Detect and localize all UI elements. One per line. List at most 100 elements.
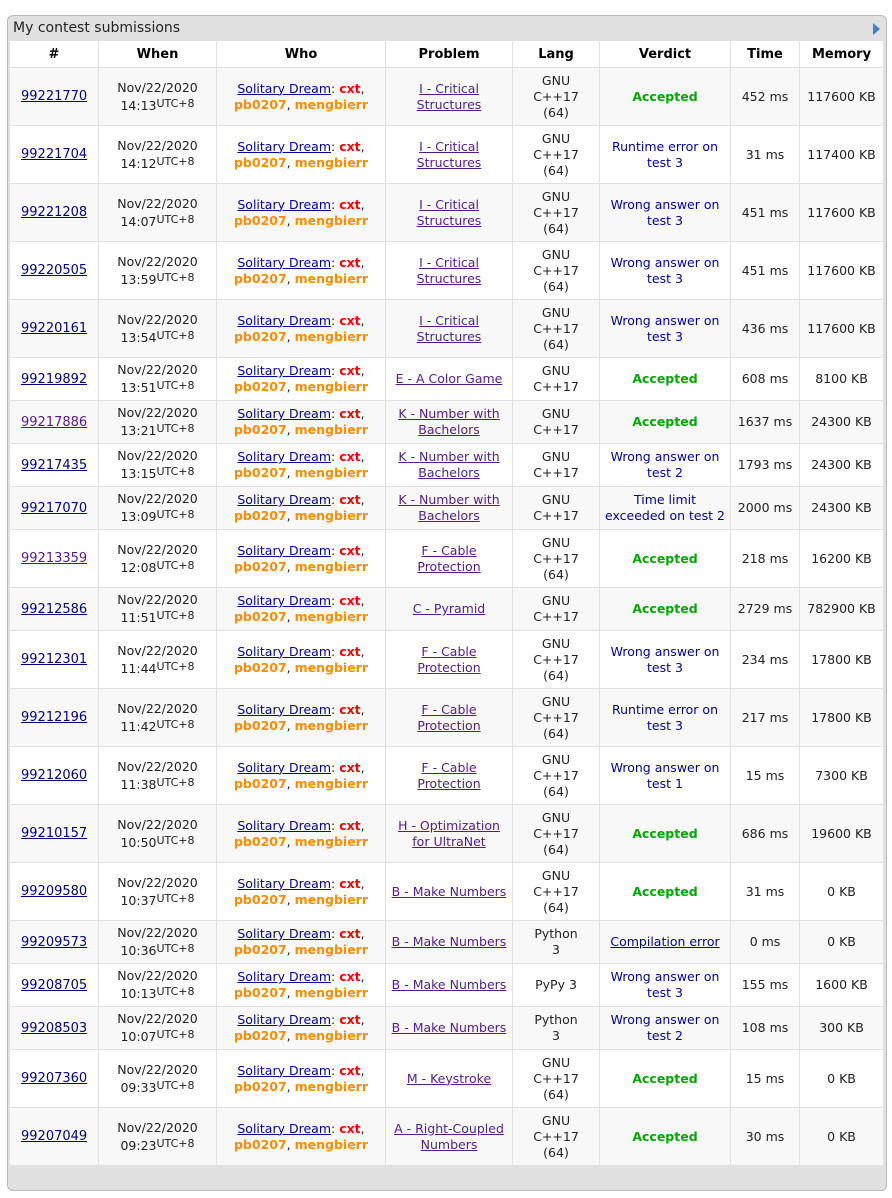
member-cxt[interactable]: cxt [339, 1062, 361, 1078]
problem-link[interactable]: I - Critical Structures [416, 80, 482, 112]
member-cxt[interactable]: cxt [339, 196, 361, 212]
team-link[interactable]: Solitary Dream [237, 254, 331, 270]
team-link[interactable]: Solitary Dream [237, 492, 331, 507]
member-mengbierr[interactable]: mengbierr [294, 328, 369, 344]
team-link[interactable]: Solitary Dream [237, 817, 331, 833]
expand-arrow-icon[interactable] [873, 23, 880, 35]
submission-id-link[interactable]: 99209573 [21, 934, 88, 950]
team-link[interactable]: Solitary Dream [237, 875, 331, 891]
member-mengbierr[interactable]: mengbierr [294, 379, 369, 394]
problem-link[interactable]: B - Make Numbers [391, 883, 507, 899]
member-cxt[interactable]: cxt [339, 312, 361, 328]
member-pb0207[interactable]: pb0207 [233, 1028, 287, 1043]
submission-id-link[interactable]: 99213359 [21, 551, 88, 566]
submission-id-link[interactable]: 99208705 [21, 977, 88, 993]
member-pb0207[interactable]: pb0207 [233, 154, 287, 170]
member-pb0207[interactable]: pb0207 [233, 422, 287, 437]
member-pb0207[interactable]: pb0207 [233, 985, 287, 1000]
member-mengbierr[interactable]: mengbierr [294, 270, 369, 286]
problem-link[interactable]: I - Critical Structures [416, 138, 482, 170]
team-link[interactable]: Solitary Dream [237, 542, 331, 558]
member-cxt[interactable]: cxt [339, 875, 361, 891]
member-pb0207[interactable]: pb0207 [233, 775, 287, 791]
member-cxt[interactable]: cxt [339, 449, 361, 464]
team-link[interactable]: Solitary Dream [237, 449, 331, 464]
problem-link[interactable]: K - Number with Bachelors [398, 406, 500, 437]
problem-link[interactable]: M - Keystroke [406, 1070, 492, 1086]
team-link[interactable]: Solitary Dream [237, 593, 331, 608]
member-mengbierr[interactable]: mengbierr [294, 942, 369, 957]
team-link[interactable]: Solitary Dream [237, 969, 331, 984]
submission-id-link[interactable]: 99212301 [21, 652, 88, 667]
team-link[interactable]: Solitary Dream [237, 196, 331, 212]
member-pb0207[interactable]: pb0207 [233, 891, 287, 907]
problem-link[interactable]: B - Make Numbers [391, 977, 507, 992]
team-link[interactable]: Solitary Dream [237, 643, 331, 659]
member-pb0207[interactable]: pb0207 [233, 212, 287, 228]
problem-link[interactable]: A - Right-Coupled Numbers [394, 1120, 504, 1152]
member-mengbierr[interactable]: mengbierr [294, 609, 369, 624]
member-cxt[interactable]: cxt [339, 138, 361, 154]
team-link[interactable]: Solitary Dream [237, 363, 331, 378]
team-link[interactable]: Solitary Dream [237, 1120, 331, 1136]
member-pb0207[interactable]: pb0207 [233, 609, 287, 624]
verdict-link[interactable]: Compilation error [610, 934, 720, 949]
member-cxt[interactable]: cxt [339, 254, 361, 270]
member-mengbierr[interactable]: mengbierr [294, 422, 369, 437]
member-cxt[interactable]: cxt [339, 1120, 361, 1136]
submission-id-link[interactable]: 99210157 [21, 826, 88, 841]
member-pb0207[interactable]: pb0207 [233, 465, 287, 480]
problem-link[interactable]: F - Cable Protection [417, 643, 481, 675]
submission-id-link[interactable]: 99219892 [21, 371, 88, 387]
submission-id-link[interactable]: 99209580 [21, 884, 88, 899]
member-mengbierr[interactable]: mengbierr [294, 154, 369, 170]
member-cxt[interactable]: cxt [339, 593, 361, 608]
problem-link[interactable]: B - Make Numbers [391, 934, 507, 949]
member-cxt[interactable]: cxt [339, 363, 361, 378]
member-pb0207[interactable]: pb0207 [233, 379, 287, 394]
problem-link[interactable]: F - Cable Protection [417, 759, 481, 791]
problem-link[interactable]: C - Pyramid [412, 601, 486, 616]
member-mengbierr[interactable]: mengbierr [294, 558, 369, 574]
member-cxt[interactable]: cxt [339, 759, 361, 775]
problem-link[interactable]: B - Make Numbers [391, 1020, 507, 1035]
member-cxt[interactable]: cxt [339, 492, 361, 507]
submission-id-link[interactable]: 99220505 [21, 263, 88, 278]
member-cxt[interactable]: cxt [339, 701, 361, 717]
team-link[interactable]: Solitary Dream [237, 759, 331, 775]
member-pb0207[interactable]: pb0207 [233, 558, 287, 574]
submission-id-link[interactable]: 99217886 [21, 414, 88, 430]
problem-link[interactable]: E - A Color Game [395, 371, 503, 386]
member-mengbierr[interactable]: mengbierr [294, 659, 369, 675]
submission-id-link[interactable]: 99221770 [21, 89, 88, 104]
member-mengbierr[interactable]: mengbierr [294, 775, 369, 791]
problem-link[interactable]: F - Cable Protection [417, 542, 481, 574]
team-link[interactable]: Solitary Dream [237, 406, 331, 421]
member-cxt[interactable]: cxt [339, 1012, 361, 1027]
member-pb0207[interactable]: pb0207 [233, 717, 287, 733]
problem-link[interactable]: I - Critical Structures [416, 254, 482, 286]
member-cxt[interactable]: cxt [339, 643, 361, 659]
submission-id-link[interactable]: 99212586 [21, 601, 88, 617]
member-mengbierr[interactable]: mengbierr [294, 465, 369, 480]
member-mengbierr[interactable]: mengbierr [294, 96, 369, 112]
member-mengbierr[interactable]: mengbierr [294, 1136, 369, 1152]
problem-link[interactable]: F - Cable Protection [417, 701, 481, 733]
team-link[interactable]: Solitary Dream [237, 312, 331, 328]
member-cxt[interactable]: cxt [339, 406, 361, 421]
member-mengbierr[interactable]: mengbierr [294, 212, 369, 228]
member-cxt[interactable]: cxt [339, 80, 361, 96]
member-mengbierr[interactable]: mengbierr [294, 717, 369, 733]
team-link[interactable]: Solitary Dream [237, 1062, 331, 1078]
member-mengbierr[interactable]: mengbierr [294, 833, 369, 849]
member-mengbierr[interactable]: mengbierr [294, 1028, 369, 1043]
team-link[interactable]: Solitary Dream [237, 80, 331, 96]
member-pb0207[interactable]: pb0207 [233, 96, 287, 112]
team-link[interactable]: Solitary Dream [237, 138, 331, 154]
member-mengbierr[interactable]: mengbierr [294, 891, 369, 907]
member-pb0207[interactable]: pb0207 [233, 942, 287, 957]
problem-link[interactable]: I - Critical Structures [416, 312, 482, 344]
member-pb0207[interactable]: pb0207 [233, 270, 287, 286]
member-cxt[interactable]: cxt [339, 542, 361, 558]
submission-id-link[interactable]: 99212196 [21, 710, 88, 725]
